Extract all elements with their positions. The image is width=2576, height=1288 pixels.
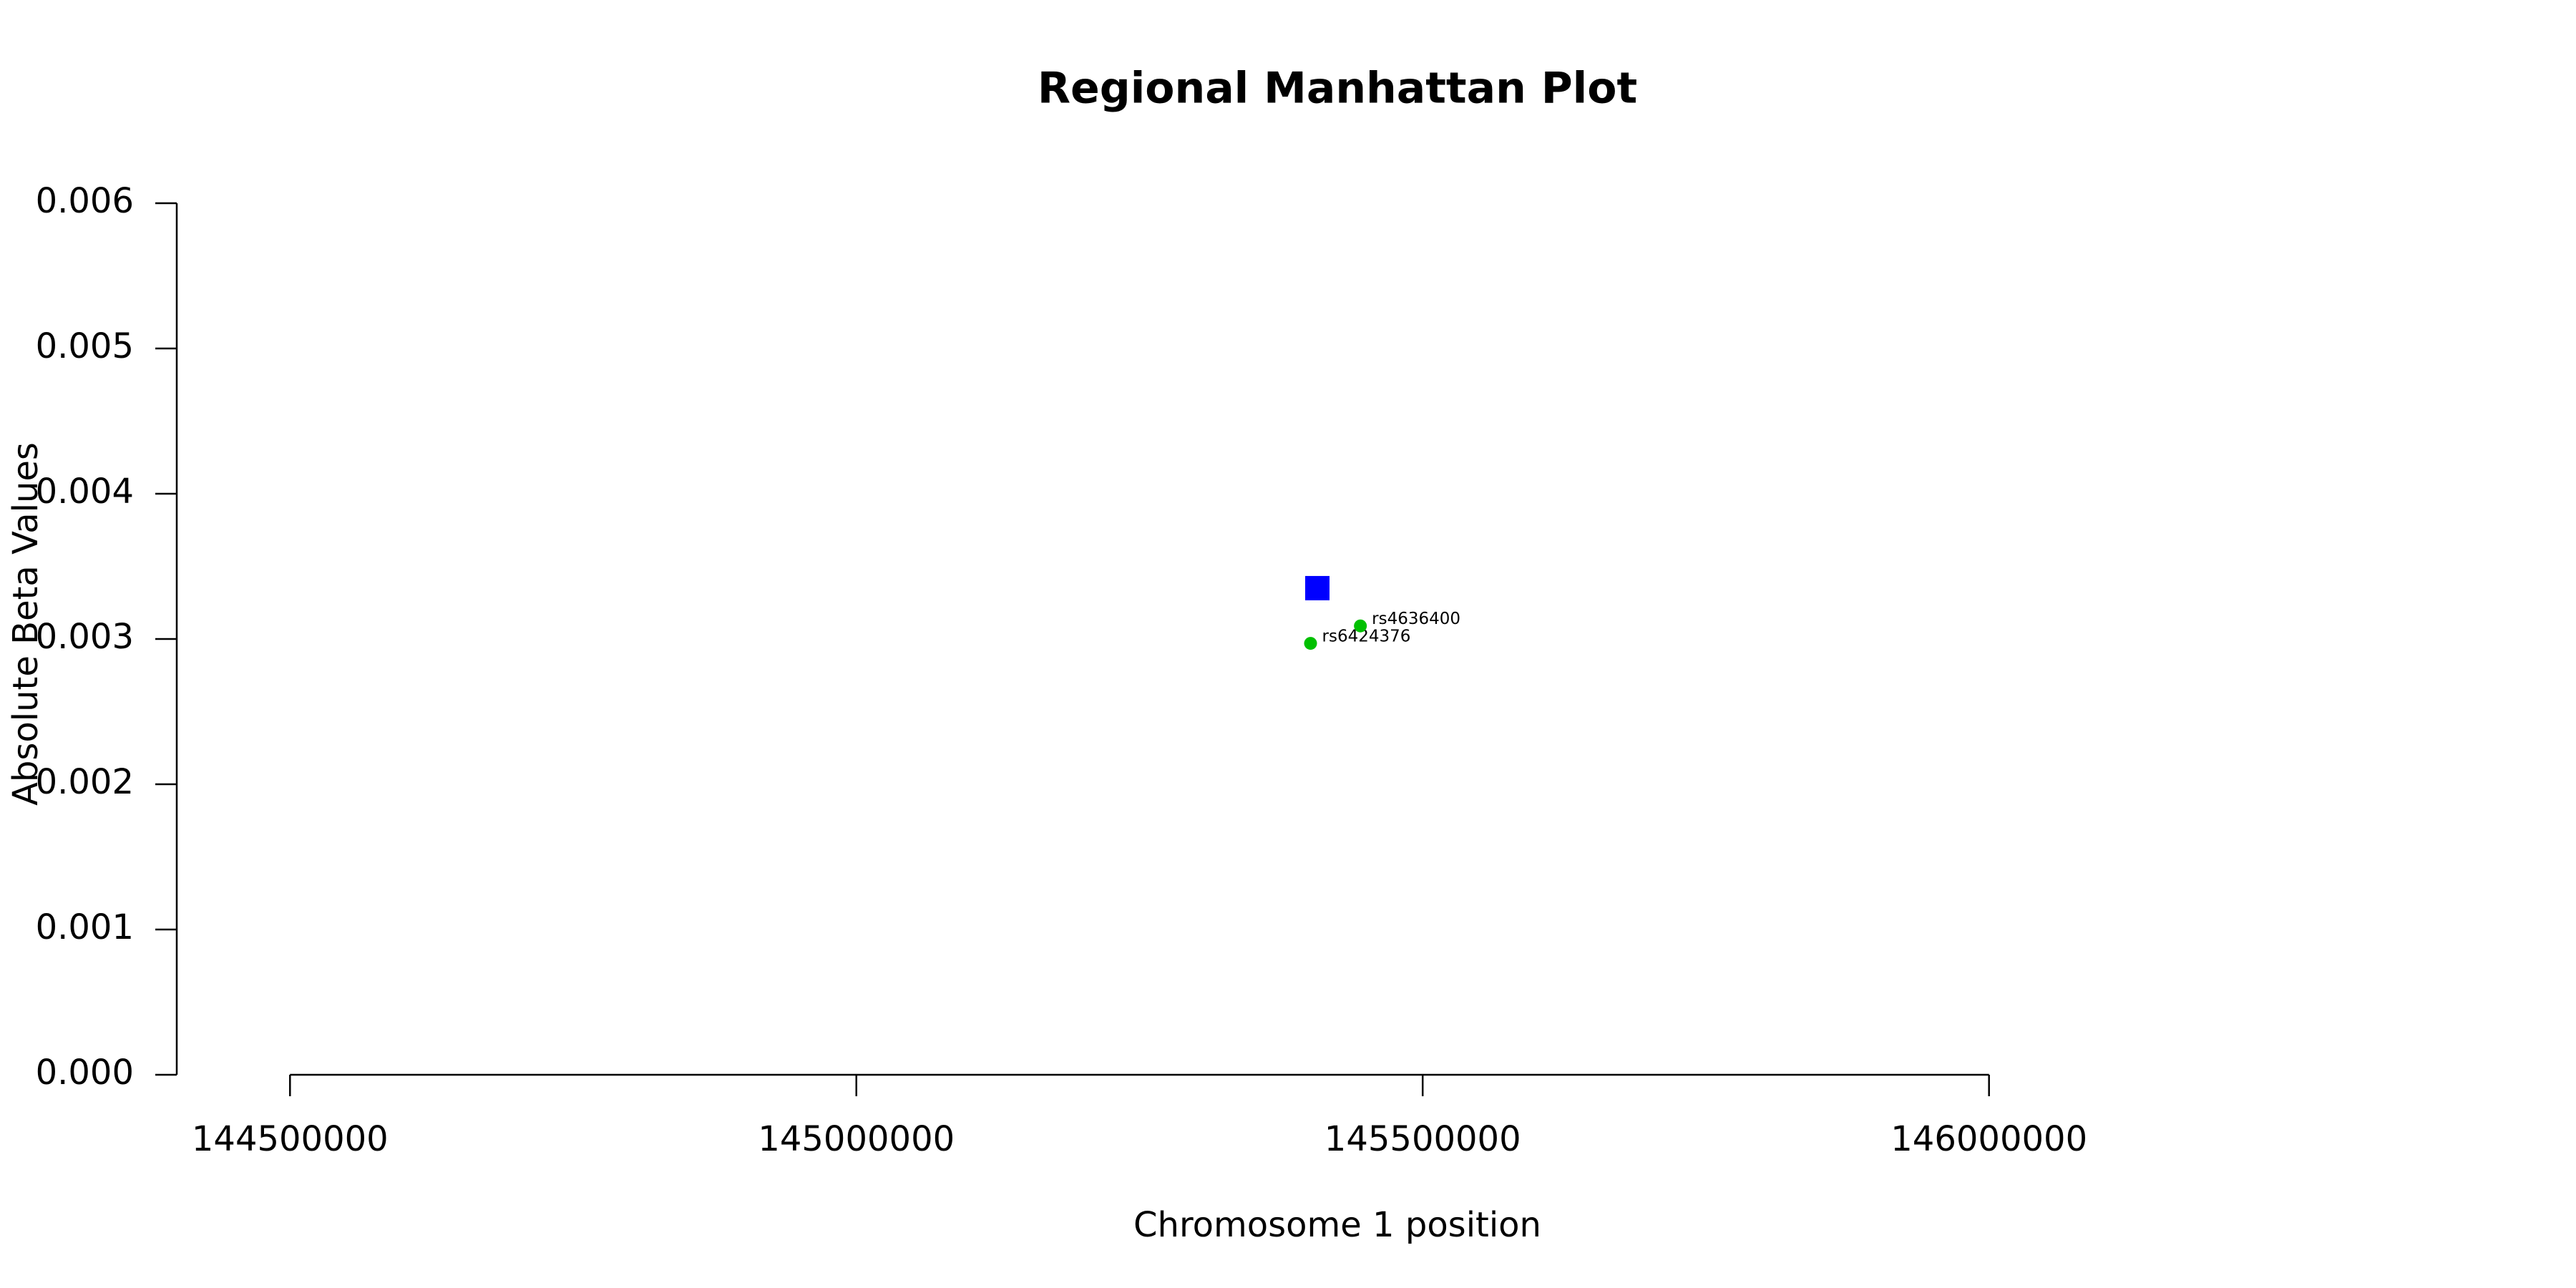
x-tick-label: 146000000 [1890, 1119, 2087, 1159]
y-tick-label: 0.005 [36, 326, 134, 366]
y-tick-label: 0.003 [36, 617, 134, 657]
y-tick-label: 0.000 [36, 1053, 134, 1093]
point [1304, 637, 1317, 650]
point [1305, 575, 1330, 600]
y-tick-label: 0.001 [36, 907, 134, 947]
point [1354, 619, 1367, 633]
x-tick-label: 145500000 [1324, 1119, 1521, 1159]
chart-title: Regional Manhattan Plot [1038, 64, 1637, 114]
y-axis-label: Absolute Beta Values [6, 442, 46, 806]
y-tick-label: 0.002 [36, 762, 134, 802]
x-tick-label: 145000000 [758, 1119, 955, 1159]
point-label: rs4636400 [1372, 610, 1460, 628]
y-tick-label: 0.006 [36, 181, 134, 221]
x-tick-label: 144500000 [192, 1119, 389, 1159]
point-label: rs6424376 [1322, 628, 1411, 646]
y-tick-label: 0.004 [36, 472, 134, 512]
x-axis-label: Chromosome 1 position [1133, 1205, 1541, 1245]
